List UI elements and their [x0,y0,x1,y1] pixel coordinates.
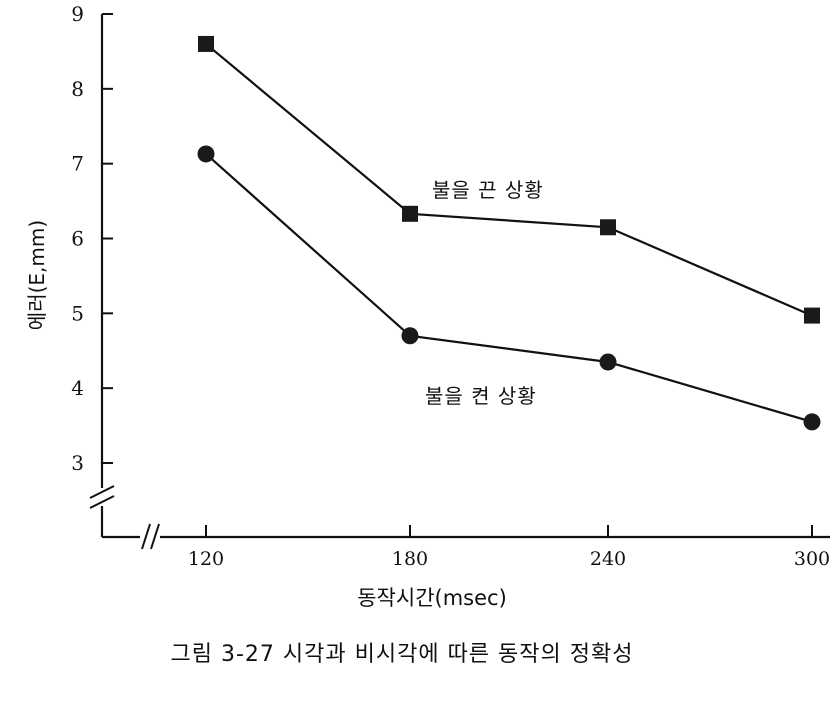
x-tick-label: 120 [188,548,224,570]
series-layer [197,35,821,431]
y-axis-label: 에러(E,mm) [25,220,49,330]
x-tick-label: 300 [794,548,830,570]
y-tick-label: 7 [71,152,84,176]
x-axis-break-mark [141,523,151,550]
data-point-square [804,307,820,324]
y-axis-ticks: 3 4 5 6 7 8 9 [71,2,113,475]
data-point-circle [401,327,419,345]
data-point-square [402,205,418,222]
x-axis-break-mark [150,523,160,550]
x-tick-label: 240 [590,548,626,570]
y-tick-label: 4 [71,376,84,400]
series-label: 불을 끈 상황 [432,178,544,202]
y-tick-label: 9 [71,2,84,26]
y-tick-label: 8 [71,77,84,101]
x-axis-label: 동작시간(msec) [357,586,507,610]
data-point-circle [599,353,617,371]
series-lights-on [197,145,821,431]
data-point-square [198,35,214,52]
y-tick-label: 3 [71,451,84,475]
y-tick-label: 6 [71,227,84,251]
series-line [205,43,813,317]
data-point-circle [803,413,821,431]
axes [89,14,830,550]
y-tick-label: 5 [71,301,84,325]
series-label: 불을 켠 상황 [425,384,537,408]
x-axis-ticks: 120 180 240 300 [188,525,830,570]
data-point-square [600,219,616,236]
series-lights-off [198,35,820,324]
data-point-circle [197,145,215,163]
y-axis-break-mark [89,495,115,509]
y-axis-break-mark [89,485,115,499]
series-line [205,153,813,423]
figure-caption: 그림 3-27 시각과 비시각에 따른 동작의 정확성 [170,642,634,667]
x-tick-label: 180 [392,548,428,570]
